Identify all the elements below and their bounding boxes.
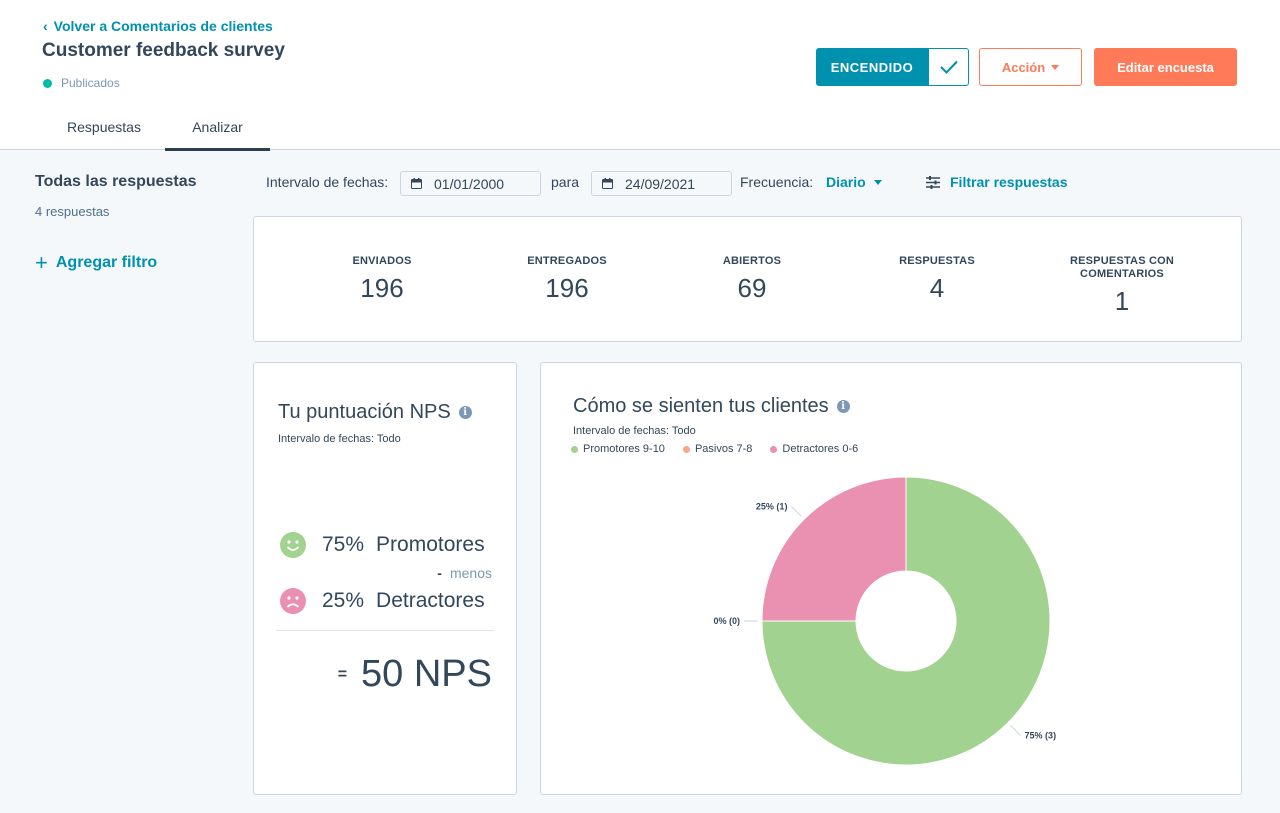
start-date-input[interactable]: 01/01/2000: [400, 171, 541, 196]
stat-label: ENTREGADOS: [527, 255, 607, 267]
minus-label: menos: [449, 565, 492, 581]
filter-responses-label: Filtrar respuestas: [950, 174, 1068, 190]
sidebar-title: Todas las respuestas: [35, 173, 197, 190]
nps-title-text: Tu puntuación NPS: [278, 401, 451, 423]
checkmark-icon: [939, 60, 958, 74]
donut-chart: 75% (3) 0% (0) 25% (1): [713, 476, 1057, 766]
add-filter-button[interactable]: + Agregar filtro: [35, 250, 158, 275]
stat-label: ABIERTOS: [722, 255, 782, 267]
add-filter-label: Agregar filtro: [55, 254, 158, 271]
promoters-percent: 75%: [322, 533, 365, 556]
chart-title-text: Cómo se sienten tus clientes: [573, 395, 829, 417]
back-link[interactable]: ‹ Volver a Comentarios de clientes: [43, 18, 273, 34]
toggle-on-label[interactable]: ENCENDIDO: [816, 48, 928, 86]
response-count: 4 respuestas: [35, 204, 110, 219]
back-link-label: Volver a Comentarios de clientes: [53, 18, 273, 34]
legend-item[interactable]: Pasivos 7-8: [682, 443, 753, 455]
calendar-icon: [411, 178, 422, 189]
action-label: Acción: [1001, 59, 1046, 75]
data-label: 25% (1): [756, 501, 788, 511]
stat-value: 69: [737, 273, 767, 303]
toggle-check-button[interactable]: [928, 48, 969, 86]
filter-responses-button[interactable]: Filtrar respuestas: [926, 174, 1068, 190]
nps-score-value: 50 NPS: [361, 653, 492, 695]
legend-swatch: [682, 445, 690, 453]
nps-score: = 50 NPS: [338, 653, 492, 696]
active-tab-indicator: [165, 148, 270, 151]
frequency-label: Frecuencia:: [740, 174, 814, 190]
chart-subtitle: Intervalo de fechas: Todo: [573, 425, 696, 437]
equals-sign: =: [337, 665, 348, 683]
legend-label: Detractores 0-6: [782, 443, 859, 455]
tab-analizar-label: Analizar: [192, 119, 243, 135]
status-badge: Publicados: [43, 76, 120, 90]
frown-icon: [280, 588, 306, 614]
nps-subtitle: Intervalo de fechas: Todo: [278, 433, 401, 445]
status-label: Publicados: [61, 76, 120, 90]
frequency-value: Diario: [826, 174, 866, 190]
survey-toggle[interactable]: ENCENDIDO: [816, 48, 969, 86]
stat-value: 4: [929, 273, 945, 303]
legend-item[interactable]: Promotores 9-10: [571, 443, 665, 455]
nps-divider: [276, 630, 494, 631]
legend-swatch: [571, 445, 578, 453]
frequency-dropdown[interactable]: Diario: [826, 174, 882, 190]
donut-slice[interactable]: [761, 476, 1051, 766]
smile-icon: [280, 532, 306, 558]
promoters-label: Promotores: [376, 533, 485, 556]
nps-promoters-row: 75% Promotores: [280, 532, 494, 558]
stat-label: RESPUESTAS: [899, 255, 975, 267]
page-header: ‹ Volver a Comentarios de clientes Custom…: [0, 0, 1280, 151]
chart-title: Cómo se sienten tus clientes i: [573, 395, 850, 418]
sliders-icon: [926, 175, 940, 189]
stats-card: ENVIADOS 196 ENTREGADOS 196 ABIERTOS 69 …: [253, 216, 1242, 342]
stat-value: 196: [545, 273, 589, 303]
label-leader-line: [1010, 725, 1021, 736]
detractors-percent: 25%: [322, 589, 365, 612]
caret-down-icon: [873, 179, 882, 185]
donut-slice[interactable]: [761, 476, 907, 622]
stat-label: ENVIADOS: [352, 255, 412, 267]
detractors-label: Detractores: [376, 589, 485, 612]
chevron-left-icon: ‹: [43, 18, 48, 34]
info-icon[interactable]: i: [458, 406, 472, 419]
end-date-value: 24/09/2021: [625, 175, 696, 192]
date-range-label: Intervalo de fechas:: [266, 174, 389, 190]
data-label: 0% (0): [713, 616, 740, 626]
calendar-icon: [602, 178, 613, 189]
info-icon[interactable]: i: [836, 400, 850, 413]
action-dropdown-button[interactable]: Acción: [979, 48, 1082, 86]
nps-minus: - menos: [437, 565, 492, 581]
caret-down-icon: [1051, 64, 1060, 70]
edit-survey-button[interactable]: Editar encuesta: [1094, 48, 1237, 86]
nps-title: Tu puntuación NPS i: [278, 401, 472, 424]
legend-swatch: [770, 445, 778, 453]
tab-respuestas[interactable]: Respuestas: [48, 104, 160, 150]
nps-detractors-row: 25% Detractores: [280, 588, 494, 614]
tab-respuestas-label: Respuestas: [67, 119, 141, 135]
chart-legend: Promotores 9-10 Pasivos 7-8 Detractores 0-…: [571, 443, 876, 455]
stat-label: RESPUESTAS CON COMENTARIOS: [1069, 255, 1175, 280]
legend-label: Promotores 9-10: [583, 443, 665, 455]
legend-item[interactable]: Detractores 0-6: [770, 443, 858, 455]
legend-label: Pasivos 7-8: [694, 443, 753, 455]
sentiment-chart-card: Cómo se sienten tus clientes i Intervalo …: [540, 362, 1242, 795]
end-date-input[interactable]: 24/09/2021: [591, 171, 732, 196]
tab-analizar[interactable]: Analizar: [165, 104, 270, 151]
status-dot-icon: [43, 78, 52, 88]
plus-icon: +: [35, 250, 48, 275]
to-label: para: [551, 174, 580, 190]
start-date-value: 01/01/2000: [434, 175, 505, 192]
data-label: 75% (3): [1025, 731, 1057, 741]
stat-value: 1: [1114, 286, 1130, 316]
minus-sign: -: [437, 565, 442, 581]
nps-card: Tu puntuación NPS i Intervalo de fechas: …: [253, 362, 517, 795]
stat-value: 196: [360, 273, 404, 303]
page-title: Customer feedback survey: [42, 40, 285, 61]
label-leader-line: [791, 506, 802, 517]
